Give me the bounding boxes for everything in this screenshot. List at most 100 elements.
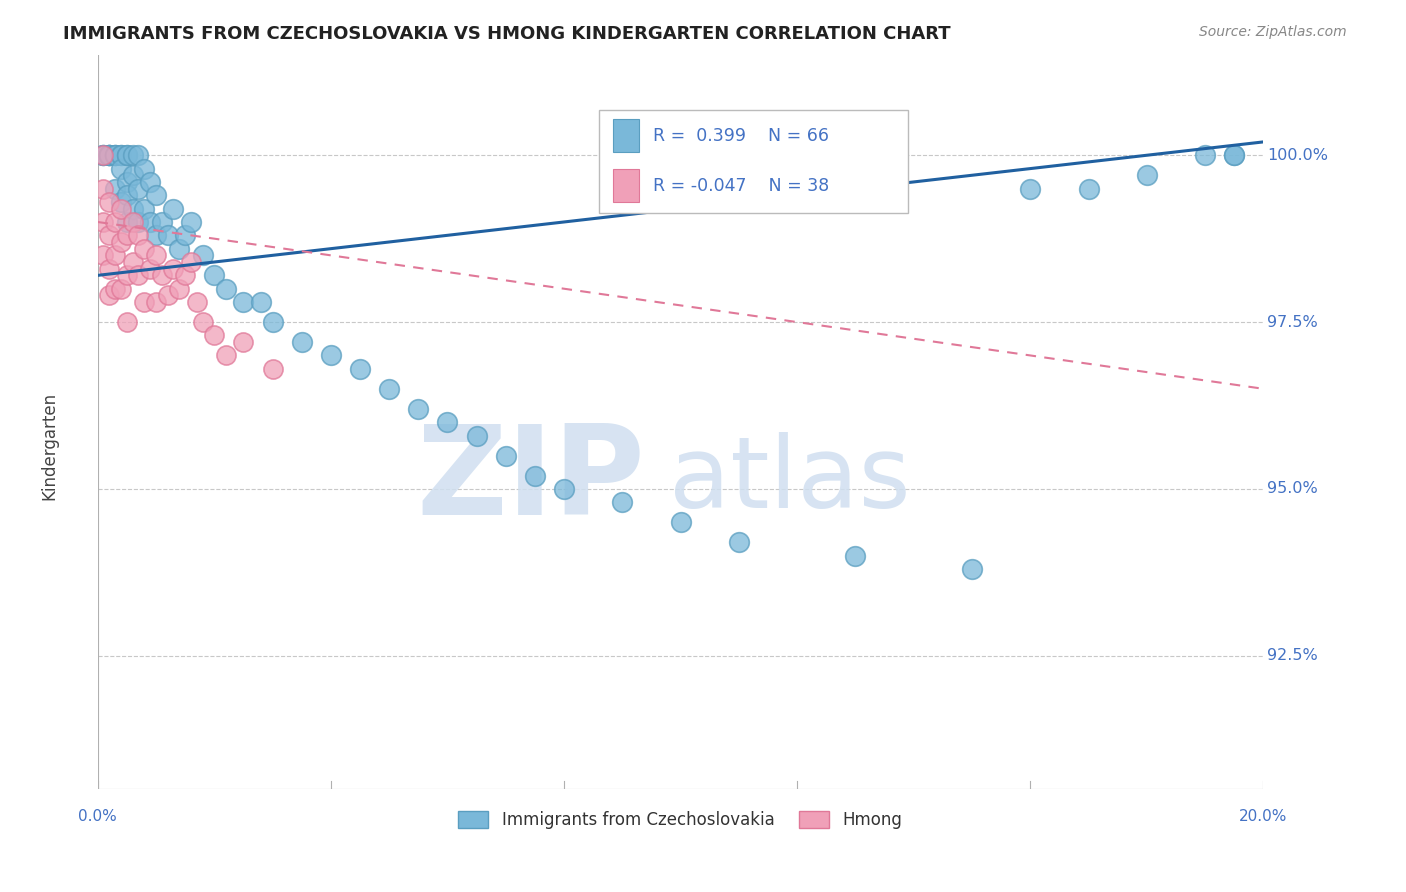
Point (98, 148, 121, 162)
Point (98, 148, 121, 162)
Point (121, 148, 143, 162)
Legend: Immigrants from Czechoslovakia, Hmong: Immigrants from Czechoslovakia, Hmong (451, 805, 910, 836)
Text: R = -0.047    N = 38: R = -0.047 N = 38 (652, 177, 828, 194)
Point (121, 168, 143, 182)
Point (115, 175, 138, 189)
Text: 97.5%: 97.5% (1267, 315, 1317, 329)
Point (127, 268, 149, 283)
Point (110, 148, 132, 162)
Point (349, 361, 371, 376)
Point (134, 242, 156, 256)
Text: 92.5%: 92.5% (1267, 648, 1317, 664)
Point (93, 181, 115, 195)
Point (523, 468, 546, 483)
Text: 95.0%: 95.0% (1267, 482, 1317, 497)
Point (134, 161, 156, 176)
Point (262, 361, 284, 376)
Point (98, 288, 121, 302)
Point (134, 295, 156, 310)
Point (110, 282, 132, 296)
Point (98, 148, 121, 162)
Point (115, 268, 138, 283)
Point (727, 535, 749, 549)
Point (104, 248, 127, 262)
Point (115, 188, 138, 202)
Point (174, 268, 197, 283)
Point (495, 449, 517, 463)
Point (98, 261, 121, 276)
Point (93, 148, 115, 162)
Point (110, 235, 132, 249)
Point (121, 215, 143, 229)
Text: Kindergarten: Kindergarten (41, 392, 58, 500)
Point (150, 268, 173, 283)
FancyBboxPatch shape (599, 111, 908, 213)
Point (110, 161, 132, 176)
Point (104, 148, 127, 162)
Point (250, 295, 273, 310)
Point (162, 202, 184, 216)
Point (115, 148, 138, 162)
Point (378, 382, 401, 396)
Text: atlas: atlas (669, 433, 911, 530)
Point (844, 549, 866, 563)
Point (215, 348, 238, 362)
Text: IMMIGRANTS FROM CZECHOSLOVAKIA VS HMONG KINDERGARTEN CORRELATION CHART: IMMIGRANTS FROM CZECHOSLOVAKIA VS HMONG … (63, 25, 950, 43)
Bar (613, 169, 638, 202)
Point (156, 228, 179, 243)
Point (180, 215, 202, 229)
Point (156, 288, 179, 302)
Point (115, 228, 138, 243)
Point (110, 202, 132, 216)
Point (465, 428, 488, 442)
Point (406, 401, 429, 416)
Point (104, 181, 127, 195)
Point (127, 148, 149, 162)
Point (115, 215, 138, 229)
Point (202, 268, 225, 283)
Point (104, 215, 127, 229)
Point (1223, 148, 1246, 162)
Point (110, 194, 132, 209)
Point (98, 194, 121, 209)
Point (1194, 148, 1216, 162)
Point (960, 562, 983, 576)
Point (215, 282, 238, 296)
Text: 0.0%: 0.0% (79, 809, 117, 824)
Text: ZIP: ZIP (416, 420, 645, 541)
Point (134, 202, 156, 216)
Point (186, 295, 208, 310)
Bar (613, 120, 638, 153)
Point (93, 215, 115, 229)
Point (98, 148, 121, 162)
Point (145, 295, 167, 310)
Point (553, 482, 575, 496)
Point (104, 148, 127, 162)
Point (145, 248, 167, 262)
Point (127, 228, 149, 243)
Point (174, 228, 197, 243)
Point (121, 202, 143, 216)
Point (191, 315, 214, 329)
Text: Source: ZipAtlas.com: Source: ZipAtlas.com (1199, 25, 1347, 39)
Point (436, 415, 458, 429)
Point (115, 148, 138, 162)
Point (139, 175, 162, 189)
Point (139, 215, 162, 229)
Point (167, 282, 190, 296)
Point (98, 228, 121, 243)
Point (127, 215, 149, 229)
Point (1019, 181, 1042, 195)
Point (262, 315, 284, 329)
Point (98, 148, 121, 162)
Point (232, 295, 254, 310)
Text: R =  0.399    N = 66: R = 0.399 N = 66 (652, 127, 828, 145)
Point (115, 315, 138, 329)
Point (93, 148, 115, 162)
Point (162, 261, 184, 276)
Point (167, 242, 190, 256)
Point (1223, 148, 1246, 162)
Point (232, 335, 254, 350)
Point (1136, 168, 1159, 182)
Point (180, 255, 202, 269)
